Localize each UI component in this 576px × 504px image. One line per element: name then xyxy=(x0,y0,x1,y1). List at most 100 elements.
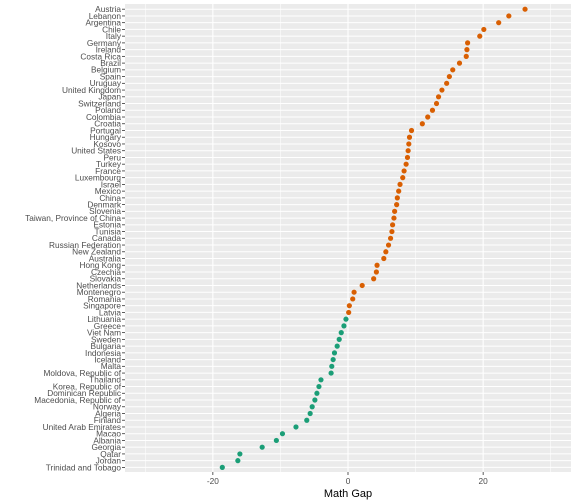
data-point xyxy=(496,20,502,26)
y-tick-label: Slovenia xyxy=(89,206,121,216)
data-point xyxy=(312,397,318,403)
data-point xyxy=(259,444,265,450)
y-tick-label: Netherlands xyxy=(76,280,121,290)
y-tick-label: Israel xyxy=(101,179,121,189)
data-point xyxy=(273,437,279,444)
data-point xyxy=(394,202,400,208)
y-tick-label: Luxembourg xyxy=(75,173,122,183)
y-tick-label: Germany xyxy=(87,38,122,48)
data-point xyxy=(329,363,335,369)
data-point xyxy=(309,404,315,410)
y-tick-label: Slovakia xyxy=(90,274,122,284)
data-point xyxy=(334,343,340,349)
y-axis-tick-labels: AustriaLebanonArgentinaChileItalyGermany… xyxy=(25,4,125,472)
data-point xyxy=(406,141,412,147)
y-tick-label: Argentina xyxy=(85,18,121,28)
y-tick-label: United Arab Emirates xyxy=(43,422,121,432)
data-point xyxy=(331,350,338,356)
y-tick-label: Finland xyxy=(94,415,122,425)
y-tick-label: Colombia xyxy=(86,112,121,122)
x-tick-label: -20 xyxy=(207,476,219,486)
y-tick-label: Chile xyxy=(102,24,121,34)
y-tick-label: Ireland xyxy=(96,45,122,55)
data-point xyxy=(405,148,411,154)
data-point xyxy=(350,296,356,302)
data-point xyxy=(506,13,512,19)
y-tick-label: Albania xyxy=(93,435,121,445)
data-point xyxy=(439,87,445,93)
data-point xyxy=(444,80,450,86)
y-tick-label: Australia xyxy=(89,253,122,263)
data-point xyxy=(390,222,396,228)
y-tick-label: Indonesia xyxy=(85,348,121,358)
data-point xyxy=(385,242,392,248)
data-point xyxy=(371,276,377,282)
y-tick-label: Costa Rica xyxy=(80,51,121,61)
data-point xyxy=(450,67,456,73)
gridlines xyxy=(125,4,571,472)
y-tick-label: Dominican Republic xyxy=(47,388,121,398)
data-point xyxy=(389,228,395,235)
x-axis-title: Math Gap xyxy=(324,488,372,500)
y-tick-label: Lithuania xyxy=(87,314,121,324)
y-tick-label: Macao xyxy=(96,429,121,439)
y-tick-label: Austria xyxy=(95,4,121,14)
y-tick-label: Norway xyxy=(93,402,122,412)
y-tick-label: Hong Kong xyxy=(79,260,121,270)
data-point xyxy=(463,53,469,59)
data-point xyxy=(346,303,352,309)
data-point xyxy=(522,6,528,12)
y-tick-label: Japan xyxy=(98,92,121,102)
data-point xyxy=(235,458,241,464)
y-tick-label: Latvia xyxy=(99,307,122,317)
data-point xyxy=(456,60,463,66)
y-tick-label: Poland xyxy=(95,105,121,115)
data-point xyxy=(464,47,470,53)
y-tick-label: Canada xyxy=(92,233,121,243)
y-tick-label: China xyxy=(99,193,121,203)
y-tick-label: Greece xyxy=(94,321,122,331)
y-tick-label: Hungary xyxy=(90,132,122,142)
data-point xyxy=(481,26,487,33)
data-point xyxy=(404,154,411,161)
y-tick-label: Czechia xyxy=(91,267,121,277)
y-tick-label: Thailand xyxy=(89,375,121,385)
x-axis-tick-labels: -20 0 20 xyxy=(207,472,488,486)
data-point xyxy=(219,464,225,470)
y-tick-label: Macedonia, Republic of xyxy=(34,395,121,405)
data-point xyxy=(477,33,483,39)
data-point xyxy=(343,316,349,322)
y-tick-label: Denmark xyxy=(87,200,122,210)
y-tick-label: Estonia xyxy=(93,220,121,230)
y-tick-label: Iceland xyxy=(94,354,121,364)
data-point xyxy=(341,323,347,329)
y-tick-label: France xyxy=(95,166,121,176)
y-tick-label: New Zealand xyxy=(72,247,121,257)
data-point xyxy=(293,424,299,430)
data-point xyxy=(397,181,403,187)
y-tick-label: Romania xyxy=(88,294,122,304)
y-tick-label: Lebanon xyxy=(89,11,122,21)
y-tick-label: Moldova, Republic of xyxy=(44,368,122,378)
data-point xyxy=(425,114,431,120)
data-point xyxy=(279,431,286,437)
y-tick-label: Malta xyxy=(101,361,122,371)
data-point xyxy=(316,383,322,390)
data-point xyxy=(403,161,409,167)
y-tick-label: Portugal xyxy=(90,125,121,135)
data-point xyxy=(392,208,398,214)
y-tick-label: Spain xyxy=(100,71,122,81)
data-point xyxy=(419,121,425,127)
data-point xyxy=(400,175,406,181)
y-tick-label: Croatia xyxy=(94,119,121,129)
y-tick-label: Mexico xyxy=(95,186,122,196)
y-tick-label: Taiwan, Province of China xyxy=(25,213,121,223)
y-tick-label: Georgia xyxy=(91,442,121,452)
y-tick-label: Qatar xyxy=(100,449,121,459)
data-point xyxy=(237,451,243,457)
y-tick-label: Viet Nam xyxy=(87,328,121,338)
data-point xyxy=(359,282,365,289)
y-tick-label: Sweden xyxy=(91,334,121,344)
y-tick-label: Uruguay xyxy=(90,78,122,88)
